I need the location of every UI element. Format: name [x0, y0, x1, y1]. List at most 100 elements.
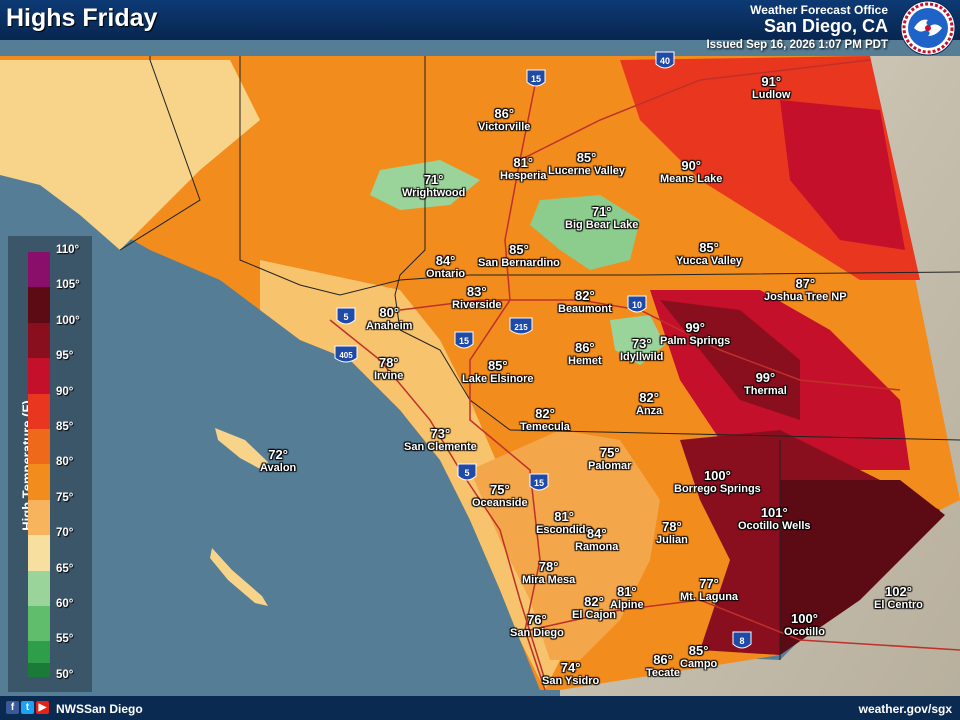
city-name: Anaheim: [366, 320, 413, 332]
city-name: Ocotillo: [784, 626, 825, 638]
office-name: San Diego, CA: [763, 16, 888, 36]
legend-swatch: [28, 322, 50, 359]
city-name: Ocotillo Wells: [738, 520, 811, 532]
city-temperature: 100°: [791, 611, 818, 626]
city-label: 72° Avalon: [260, 447, 296, 474]
city-name: Escondido: [536, 524, 593, 536]
city-temperature: 78°: [662, 519, 682, 534]
interstate-40: 40: [660, 56, 670, 66]
city-temperature: 72°: [268, 447, 288, 462]
legend-swatch: [28, 287, 50, 323]
city-name: Big Bear Lake: [565, 219, 639, 231]
city-name: Yucca Valley: [676, 255, 743, 267]
city-name: Mt. Laguna: [680, 591, 739, 603]
city-temperature: 86°: [494, 106, 515, 121]
city-name: Borrego Springs: [674, 483, 761, 495]
city-label: 102° El Centro: [874, 584, 923, 611]
legend-swatch: [28, 535, 50, 571]
legend-label: 60°: [56, 598, 74, 610]
city-temperature: 99°: [685, 320, 705, 335]
legend-label: 85°: [56, 421, 74, 433]
city-name: Mira Mesa: [522, 574, 576, 586]
map-title: Highs Friday: [6, 4, 158, 32]
county-boundaries: [119, 56, 960, 660]
city-name: Victorville: [478, 121, 531, 133]
office-label: Weather Forecast Office: [750, 3, 888, 17]
catalina-island: [215, 428, 268, 470]
website-link[interactable]: weather.gov/sgx: [858, 702, 952, 716]
footer-bar: [0, 696, 960, 720]
legend-label: 95°: [56, 350, 74, 363]
city-name: San Ysidro: [542, 675, 600, 687]
city-label: 101° Ocotillo Wells: [738, 505, 811, 532]
city-name: Hemet: [568, 355, 602, 367]
city-temperature: 76°: [527, 612, 547, 627]
legend-label: 80°: [56, 456, 74, 469]
legend-label: 100°: [56, 314, 80, 327]
city-temperature: 90°: [681, 158, 702, 173]
city-temperature: 78°: [378, 355, 399, 370]
interstate-8: 8: [739, 636, 744, 646]
city-temperature: 99°: [755, 370, 776, 385]
legend-label: 90°: [56, 385, 74, 398]
city-label: 87° Joshua Tree NP: [764, 276, 847, 303]
city-temperature: 84°: [435, 253, 456, 268]
city-name: Thermal: [744, 385, 787, 397]
legend-swatch: [28, 393, 50, 429]
city-name: Beaumont: [558, 303, 612, 315]
interstate-15-mid: 15: [459, 336, 469, 346]
city-name: Lucerne Valley: [548, 165, 626, 177]
social-links: f t ▶: [6, 701, 49, 714]
temp-zone-coachella-core: [660, 300, 800, 420]
city-label: 86° Tecate: [646, 652, 680, 679]
city-temperature: 84°: [586, 526, 607, 541]
city-label: 78° Mira Mesa: [522, 559, 575, 586]
interstate-215: 215: [514, 323, 528, 332]
city-temperature: 85°: [576, 150, 597, 165]
city-label: 85° Yucca Valley: [676, 240, 742, 267]
city-label: 99° Palm Springs: [660, 320, 730, 347]
issued-timestamp: Issued Sep 16, 2026 1:07 PM PDT: [706, 39, 888, 51]
city-label: 82° Anza: [636, 390, 662, 417]
city-label: 71° Wrightwood: [402, 172, 465, 199]
city-temperature: 82°: [584, 594, 604, 609]
city-name: Palm Springs: [660, 335, 731, 347]
city-label: 78° Julian: [656, 519, 688, 546]
city-label: 81° Alpine: [610, 584, 644, 611]
city-name: Ramona: [575, 541, 619, 553]
city-name: Julian: [656, 534, 688, 546]
city-label: 85° San Bernardino: [478, 242, 560, 269]
city-name: Temecula: [520, 421, 570, 433]
city-label: 82° Beaumont: [558, 288, 612, 315]
legend-swatch: [28, 358, 50, 394]
youtube-icon[interactable]: ▶: [36, 701, 49, 714]
social-handle[interactable]: NWSSan Diego: [56, 702, 143, 716]
city-temperature: 91°: [761, 74, 782, 89]
outside-area-relief: [560, 56, 960, 696]
city-label: 74° San Ysidro: [542, 660, 599, 687]
city-temperature: 75°: [489, 482, 510, 497]
city-name: Wrightwood: [402, 187, 466, 199]
map-canvas: 15 40 5 10 215 405 15 5 15 8: [0, 40, 960, 696]
city-temperature: 80°: [379, 305, 400, 320]
city-label: 82° Temecula: [520, 406, 570, 433]
forecast-map: 15 40 5 10 215 405 15 5 15 8: [0, 40, 960, 696]
city-name: Campo: [680, 658, 718, 670]
city-name: Tecate: [646, 667, 681, 679]
city-temperature: 87°: [795, 276, 816, 291]
interstate-5-south: 5: [464, 468, 469, 478]
city-temperature: 102°: [885, 584, 912, 599]
city-temperature: 86°: [574, 340, 595, 355]
header-bar: Highs Friday Weather Forecast Office San…: [0, 0, 960, 40]
legend-label: 75°: [56, 491, 74, 504]
city-label: 77° Mt. Laguna: [680, 576, 738, 603]
city-label: 84° Ramona: [575, 526, 618, 553]
city-temperature: 81°: [554, 509, 574, 524]
city-temperature: 73°: [430, 426, 451, 441]
legend-swatch: [28, 662, 50, 677]
city-label: 81° Escondido: [536, 509, 592, 536]
twitter-icon[interactable]: t: [21, 701, 34, 714]
city-temperature: 71°: [591, 204, 612, 219]
facebook-icon[interactable]: f: [6, 701, 19, 714]
city-label: 75° Palomar: [588, 445, 631, 472]
